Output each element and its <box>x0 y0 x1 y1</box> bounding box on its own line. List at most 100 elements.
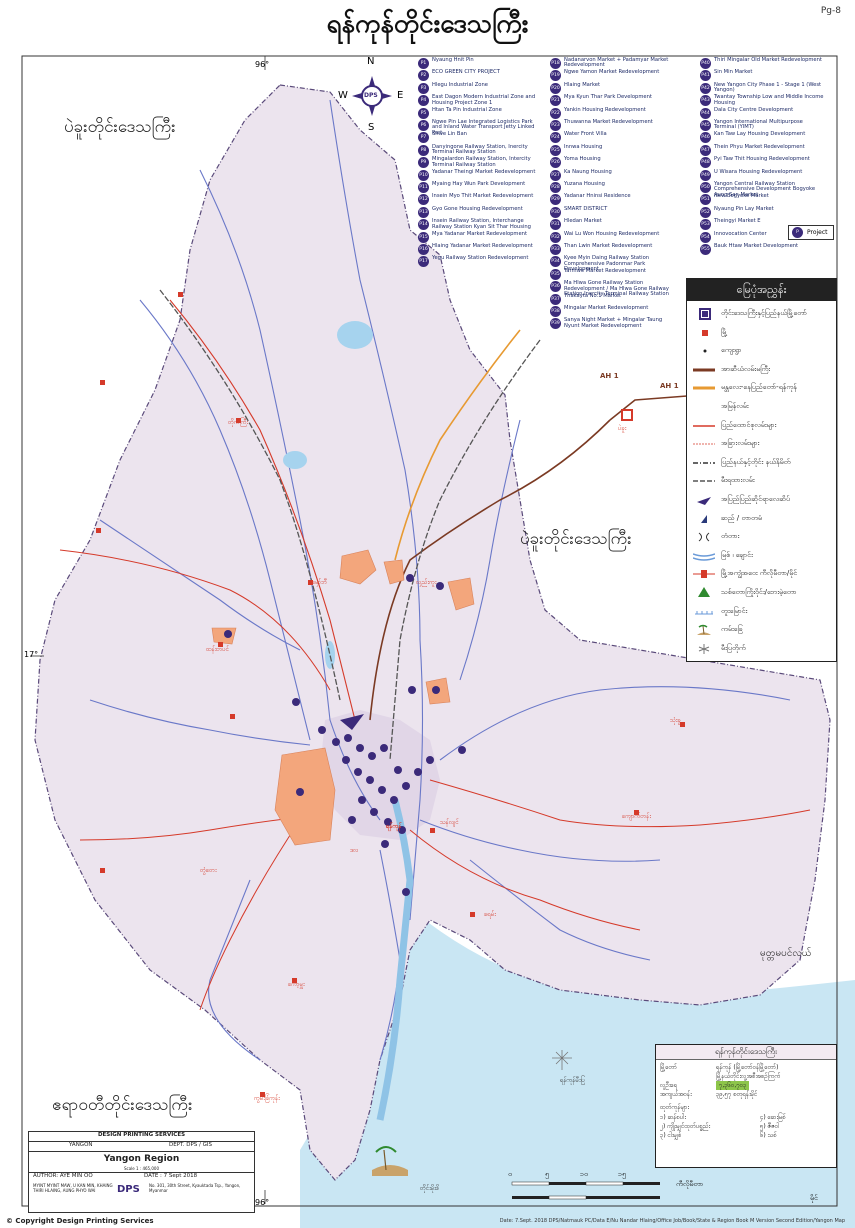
project-badge: P10 <box>418 170 429 181</box>
scale-label: ၁၀ <box>580 1170 588 1180</box>
project-badge: P41 <box>700 70 711 81</box>
capital-icon <box>693 308 715 320</box>
info-product: ၆) သစ် <box>760 1131 777 1140</box>
project-label: Mingalar Market Redevelopment <box>564 306 648 311</box>
region-label-sea: မုတ္တမပင်လယ် <box>760 946 812 961</box>
credit-date: DATE : 7 Sept 2018 <box>144 1173 197 1179</box>
lake <box>337 321 373 349</box>
bridge-icon <box>693 531 715 543</box>
expressway2-icon <box>693 401 715 413</box>
project-label: Bauk Htaw Market Development <box>714 244 798 249</box>
project-list-item: P41 Sin Min Market <box>700 70 825 81</box>
project-label: Hlaing Market <box>564 83 600 88</box>
project-label: Tarmwe Market Redevelopment <box>564 269 646 274</box>
project-badge: P3 <box>418 83 429 94</box>
project-label: Nyaung Hnit Pin <box>432 58 474 63</box>
project-label: East Dagon Modern Industrial Zone and Ho… <box>432 95 543 106</box>
scale-label: ၅ <box>545 1170 549 1180</box>
project-label: Pyi Taw Thit Housing Redevelopment <box>714 157 810 162</box>
project-list-item: P5 Htan Ta Pin Industrial Zone <box>418 108 543 119</box>
project-badge: P12 <box>418 194 429 205</box>
project-label: Yuzana Housing <box>564 182 605 187</box>
project-list-item: P7 Shwe Lin Ban <box>418 132 543 143</box>
project-list-item: P2 ECO GREEN CITY PROJECT <box>418 70 543 81</box>
place-label-hmawbi: မှော်ဘီ <box>312 578 327 587</box>
project-list-item: P33 Than Lwin Market Redevelopment <box>550 244 675 255</box>
map-legend: မြေပုံအညွှန်း တိုင်းဒေသကြီးနှင့်ပြည်နယ်မ… <box>686 278 837 662</box>
project-badge: P36 <box>550 281 561 292</box>
project-badge: P20 <box>550 83 561 94</box>
project-badge: P2 <box>418 70 429 81</box>
project-badge: P30 <box>550 207 561 218</box>
project-list-item: P17 Yegu Railway Station Redevelopment <box>418 256 543 267</box>
project-list-item: P1 Nyaung Hnit Pin <box>418 58 543 69</box>
project-label: Innovocation Center <box>714 232 767 237</box>
credit-box: DESIGN PRINTING SERVICES YANGON DEPT. DP… <box>28 1131 255 1213</box>
region-label-bago-east: ပဲခူးတိုင်းဒေသကြီး <box>520 528 632 553</box>
project-list-item: P51 New Bogyoke Market <box>700 194 825 205</box>
compass-north: N <box>367 56 374 67</box>
project-list-item: P8 Danyingone Railway Station, Inercity T… <box>418 145 543 156</box>
project-list-item: P31 Hledan Market <box>550 219 675 230</box>
info-product: ၄) ဆေးမြစ် <box>760 1113 786 1122</box>
project-label: Hlegu Industrial Zone <box>432 83 488 88</box>
legend-label: မြစ် ၊ ချောင်း <box>721 551 753 561</box>
project-badge: P33 <box>550 244 561 255</box>
project-label: U Wisara Housing Redevelopment <box>714 170 802 175</box>
project-list-item: P4 East Dagon Modern Industrial Zone and … <box>418 95 543 106</box>
credit-dept: DEPT. DPS / GIS <box>169 1142 212 1148</box>
credit-map-title: Yangon Region <box>29 1154 254 1166</box>
page-number: Pg-8 <box>821 6 841 16</box>
beach-icon <box>693 624 715 636</box>
project-list-item: P25 Innwa Housing <box>550 145 675 156</box>
project-badge: P21 <box>550 95 561 106</box>
credit-names: MYINT MYINT MAW, U KAN MIN, KHAING THIRI… <box>33 1183 113 1193</box>
project-list-item: P12 Insein Myo Thit Market Redevelopment <box>418 194 543 205</box>
info-product: ၂) ကျိုးမျှင်ထုတ်ပစ္စည်း <box>660 1122 710 1131</box>
project-badge: P49 <box>700 170 711 181</box>
info-key: အကျယ်အဝန်း <box>660 1091 692 1098</box>
credit-company: DESIGN PRINTING SERVICES <box>29 1132 254 1142</box>
project-badge: P46 <box>700 132 711 143</box>
project-badge: P24 <box>550 132 561 143</box>
legend-label: မြို့အကျွံအဝေး ကီလိုမီတာ/မိုင် <box>721 569 797 579</box>
place-label-kungyangon: ကွမ်းခြံကုန်း <box>254 1094 280 1103</box>
region-label-bago-nw: ပဲခူးတိုင်းဒေသကြီး <box>64 116 176 141</box>
place-label-kawhmu: ကော့မှူး <box>288 980 305 989</box>
road-label-ah1: AH 1 <box>660 382 679 390</box>
project-badge: P29 <box>550 194 561 205</box>
boundary-icon <box>693 457 715 469</box>
project-badge: P47 <box>700 145 711 156</box>
project-key-badge: P <box>792 227 803 238</box>
project-badge: P18 <box>550 58 561 69</box>
project-badge: P16 <box>418 244 429 255</box>
project-label: Thuwanna Market Redevelopment <box>564 120 653 125</box>
legend-label: မီးပြတိုက် <box>721 644 746 654</box>
info-value: ရန်ကုန် (မြို့တော်ဝန်မြို့တော်) <box>716 1063 778 1072</box>
project-label: Myaing Hay Wun Park Development <box>432 182 525 187</box>
lake <box>283 451 307 469</box>
legend-item: ကမ်းခြေ <box>687 621 836 639</box>
project-label: Sin Min Market <box>714 70 752 75</box>
credit-address: No. 301, 30th Street, Kyauktada Tsp., Ya… <box>149 1183 249 1193</box>
legend-item: တံတား <box>687 528 836 546</box>
project-badge: P25 <box>550 145 561 156</box>
place-label-kyauktan: ကျောက်တန်း <box>622 812 651 821</box>
project-badge: P13 <box>418 207 429 218</box>
project-list-item: P47 Thein Phyu Market Redevelopment <box>700 145 825 156</box>
project-list-item: P14 Insein Railway Station, Interchange R… <box>418 219 543 230</box>
project-list-item: P40 Thiri Mingalar Old Market Redevelopme… <box>700 58 825 69</box>
project-list-item: P18 Nadanarvon Market + Padamyar Market R… <box>550 58 675 69</box>
lake <box>325 641 335 669</box>
info-subheading: ထုတ်ကုန်များ <box>660 1103 830 1113</box>
place-label-beach: တိုင်းမိုးဖိ <box>420 1184 439 1193</box>
project-list-item: P43 Twantay Township Low and Middle Incom… <box>700 95 825 106</box>
latitude-left-label: 17° <box>24 650 38 659</box>
project-badge: P31 <box>550 219 561 230</box>
project-badge: P17 <box>418 256 429 267</box>
project-label: Nadanarvon Market + Padamyar Market Rede… <box>564 58 675 69</box>
place-label-yangon: ရန်ကုန် <box>386 822 402 831</box>
legend-item: မီးရထားလမ်း <box>687 472 836 490</box>
project-badge: P51 <box>700 194 711 205</box>
project-badge: P28 <box>550 182 561 193</box>
